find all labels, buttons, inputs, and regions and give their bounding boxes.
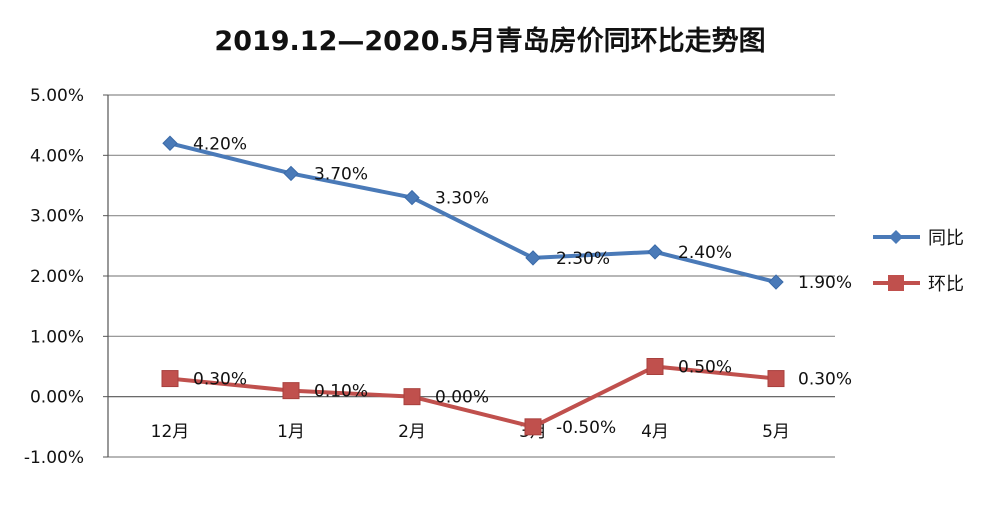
data-point bbox=[282, 382, 300, 400]
x-tick-label: 12月 bbox=[151, 422, 190, 442]
data-point bbox=[767, 370, 785, 388]
data-label: 2.40% bbox=[678, 243, 732, 263]
series-line-mom bbox=[169, 364, 777, 429]
y-tick-label: 4.00% bbox=[30, 146, 84, 166]
data-label: 0.10% bbox=[314, 382, 368, 402]
data-point bbox=[161, 370, 179, 388]
axes bbox=[103, 94, 835, 458]
x-tick-label: 4月 bbox=[641, 422, 669, 442]
data-label: 3.30% bbox=[435, 189, 489, 209]
data-label: 2.30% bbox=[556, 249, 610, 269]
y-tick-label: -1.00% bbox=[24, 448, 84, 468]
y-tick-label: 1.00% bbox=[30, 327, 84, 347]
data-label: 3.70% bbox=[314, 164, 368, 184]
data-point bbox=[404, 189, 420, 206]
data-label: 1.90% bbox=[798, 273, 852, 293]
data-label: 0.30% bbox=[798, 370, 852, 390]
data-point bbox=[283, 165, 299, 182]
data-point bbox=[768, 274, 784, 290]
data-label: 4.20% bbox=[193, 134, 247, 154]
data-label: -0.50% bbox=[556, 418, 616, 438]
data-label: 0.00% bbox=[435, 388, 489, 408]
legend-square-marker bbox=[888, 275, 904, 291]
gridlines bbox=[108, 94, 835, 458]
data-point bbox=[647, 244, 663, 260]
y-tick-label: 2.00% bbox=[30, 267, 84, 287]
legend-label: 环比 bbox=[928, 274, 964, 295]
x-tick-label: 2月 bbox=[398, 422, 426, 442]
series-group: 4.20% 3.70% 3.30% 2.30% 2.40% 1.90% 0.30% 0.10%… bbox=[161, 134, 852, 438]
x-tick-label: 5月 bbox=[762, 422, 790, 442]
series-line-yoy bbox=[169, 141, 777, 284]
y-tick-label: 0.00% bbox=[30, 388, 84, 408]
data-point bbox=[525, 250, 541, 266]
chart-title: 2019.12—2020.5月青岛房价同环比走势图 bbox=[214, 25, 765, 57]
y-tick-label: 5.00% bbox=[30, 86, 84, 106]
data-point bbox=[524, 418, 542, 436]
data-label: 0.50% bbox=[678, 358, 732, 378]
legend-label: 同比 bbox=[928, 228, 964, 249]
x-tick-labels: 12月1月2月3月4月5月 bbox=[151, 422, 790, 442]
data-label: 0.30% bbox=[193, 370, 247, 390]
data-point bbox=[646, 358, 664, 375]
x-tick-label: 1月 bbox=[277, 422, 305, 442]
data-point bbox=[403, 388, 421, 406]
legend-diamond-marker bbox=[889, 230, 903, 244]
y-tick-labels: 5.00% 4.00% 3.00% 2.00% 1.00% 0.00% -1.00% bbox=[24, 86, 84, 468]
y-tick-label: 3.00% bbox=[30, 207, 84, 227]
data-point bbox=[162, 135, 178, 151]
